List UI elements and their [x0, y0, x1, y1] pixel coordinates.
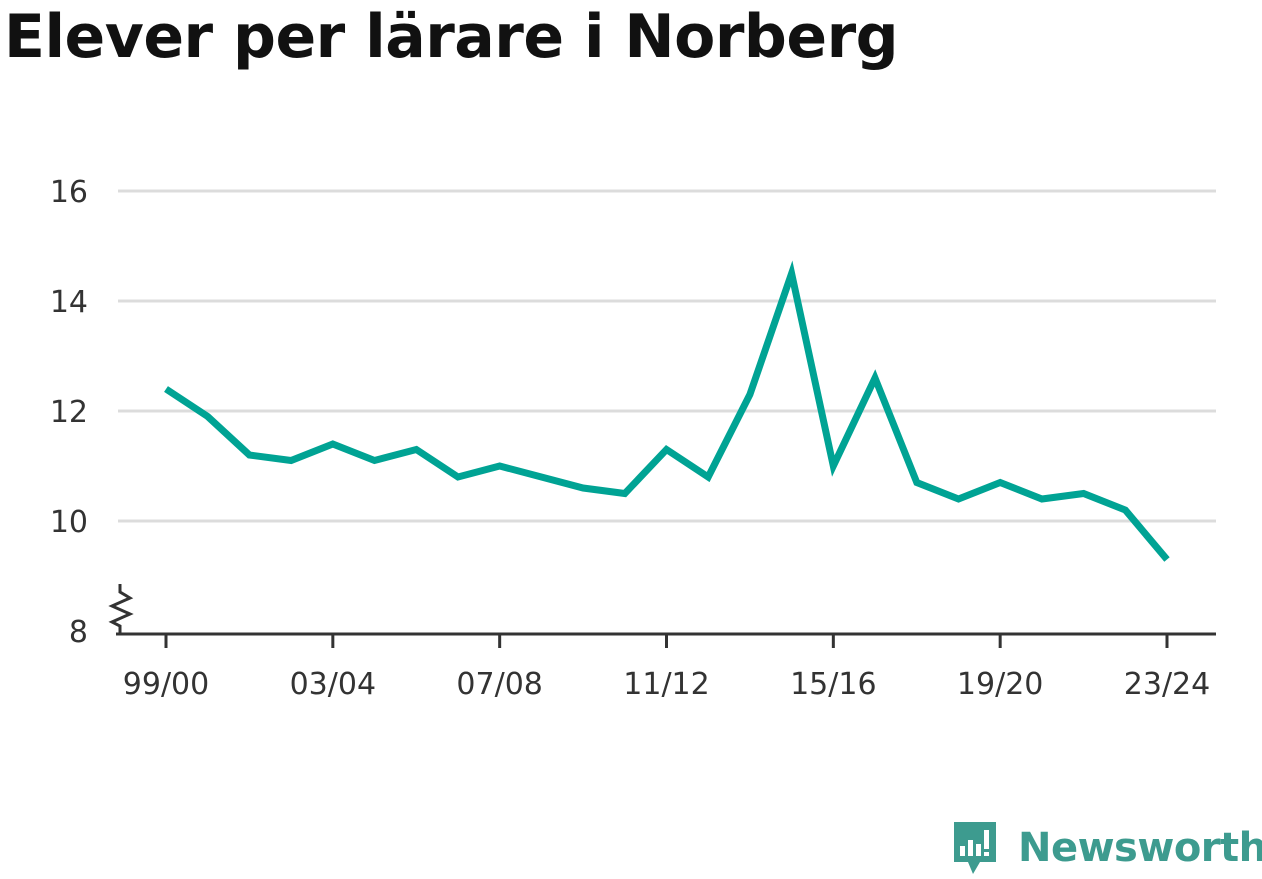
series-layer [164, 260, 1170, 562]
x-tick-label: 07/08 [456, 667, 542, 702]
newsworthy-logo-icon [954, 822, 996, 874]
x-tick-label: 99/00 [123, 667, 209, 702]
x-tick-label: 19/20 [957, 667, 1043, 702]
x-tick-label: 11/12 [623, 667, 709, 702]
gridlines [118, 189, 1216, 523]
chart-title: Elever per lärare i Norberg [4, 2, 899, 72]
y-tick-label: 16 [50, 175, 88, 210]
y-axis-ticks: 8 10 12 14 16 [50, 175, 88, 650]
x-tick-label: 15/16 [790, 667, 876, 702]
axis-break-zigzag [108, 584, 134, 634]
x-tick-label: 03/04 [290, 667, 376, 702]
y-axis-break-icon [108, 584, 134, 634]
brand-logo: Newsworthy [950, 818, 1262, 878]
brand-name: Newsworthy [1018, 825, 1262, 871]
y-tick-label: 14 [50, 285, 88, 320]
y-tick-label: 12 [50, 395, 88, 430]
x-tick-label: 23/24 [1124, 667, 1210, 702]
y-tick-label: 10 [50, 505, 88, 540]
series-line-0 [164, 260, 1170, 562]
y-tick-label: 8 [69, 615, 88, 650]
x-axis: 99/00 03/04 07/08 11/12 15/16 19/20 23/24 [116, 632, 1216, 702]
